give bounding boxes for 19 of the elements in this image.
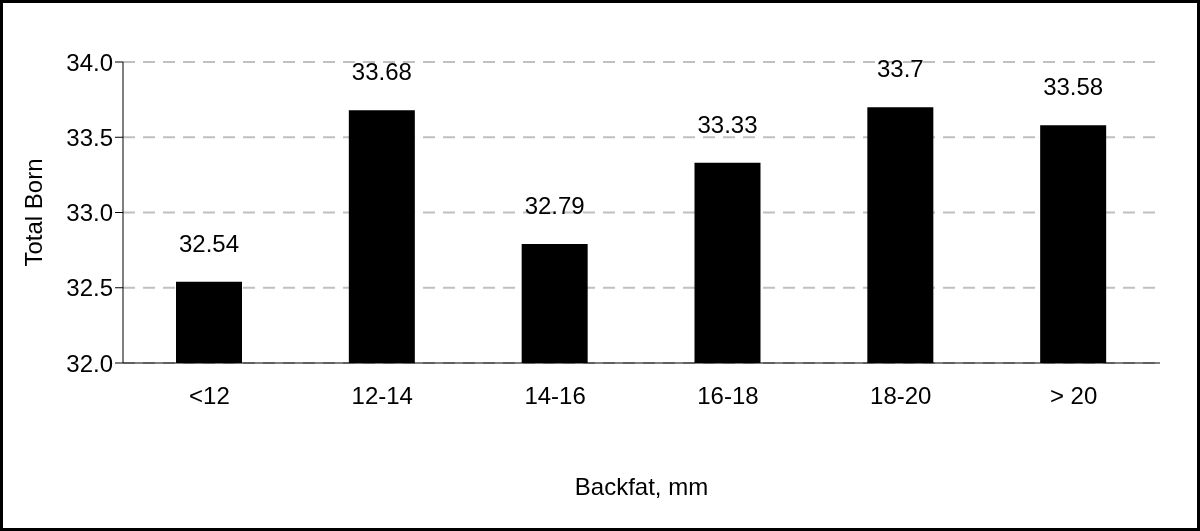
y-axis-title: Total Born <box>19 158 47 267</box>
y-tick-label: 33.5 <box>66 123 113 151</box>
data-label: 32.54 <box>178 229 240 257</box>
data-label: 33.68 <box>351 58 412 86</box>
data-label: 32.79 <box>524 192 585 220</box>
x-tick-label: 12-14 <box>351 382 413 410</box>
x-tick-label: 14-16 <box>524 382 586 410</box>
y-tick-label: 32.5 <box>66 274 113 302</box>
x-axis-title: Backfat, mm <box>574 473 709 500</box>
x-tick-label: 16-18 <box>697 382 759 410</box>
y-tick-label: 34.0 <box>66 48 113 76</box>
y-tick-label: 33.0 <box>66 199 113 227</box>
x-tick-label: 18-20 <box>870 382 932 410</box>
data-label: 33.33 <box>697 110 758 138</box>
data-label: 33.7 <box>876 55 924 83</box>
data-label: 33.58 <box>1043 73 1104 101</box>
y-tick-label: 32.0 <box>66 349 113 377</box>
x-tick-label: <12 <box>189 382 230 410</box>
x-tick-label: > 20 <box>1049 382 1098 410</box>
